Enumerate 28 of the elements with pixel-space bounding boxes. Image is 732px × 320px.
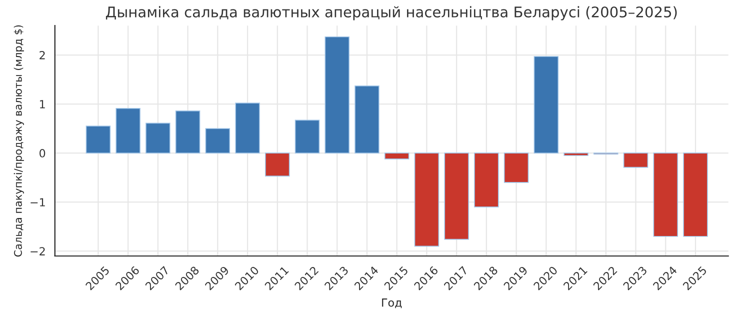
y-tick-label: −2	[30, 247, 45, 256]
bar	[175, 110, 200, 154]
bar	[653, 152, 678, 237]
y-tick-label: 1	[40, 100, 45, 108]
y-tick-label: −1	[30, 198, 45, 206]
bar	[564, 152, 588, 156]
y-tick-label: 2	[40, 50, 45, 60]
bar	[324, 36, 350, 154]
bar	[504, 152, 529, 183]
bar	[534, 56, 559, 154]
bar	[623, 152, 648, 168]
bar	[86, 126, 111, 154]
bar	[146, 122, 170, 154]
bar	[354, 85, 380, 154]
bar	[265, 152, 290, 177]
y-tick-label: 0	[40, 149, 46, 158]
bar	[414, 152, 440, 247]
bar	[474, 152, 499, 208]
bar	[384, 152, 410, 160]
bar	[205, 128, 230, 154]
bar	[294, 120, 320, 154]
chart-title: Дынаміка сальда валютных аперацый насельніцтва Беларусі (2005–2025)	[106, 6, 677, 20]
y-axis-title: Сальда пакупкі/продажу валюты (млрд $)	[14, 25, 24, 257]
bar	[235, 102, 260, 154]
bar	[444, 152, 469, 240]
x-axis-title: Год	[382, 298, 402, 308]
bar	[116, 108, 140, 154]
bar	[683, 152, 708, 237]
